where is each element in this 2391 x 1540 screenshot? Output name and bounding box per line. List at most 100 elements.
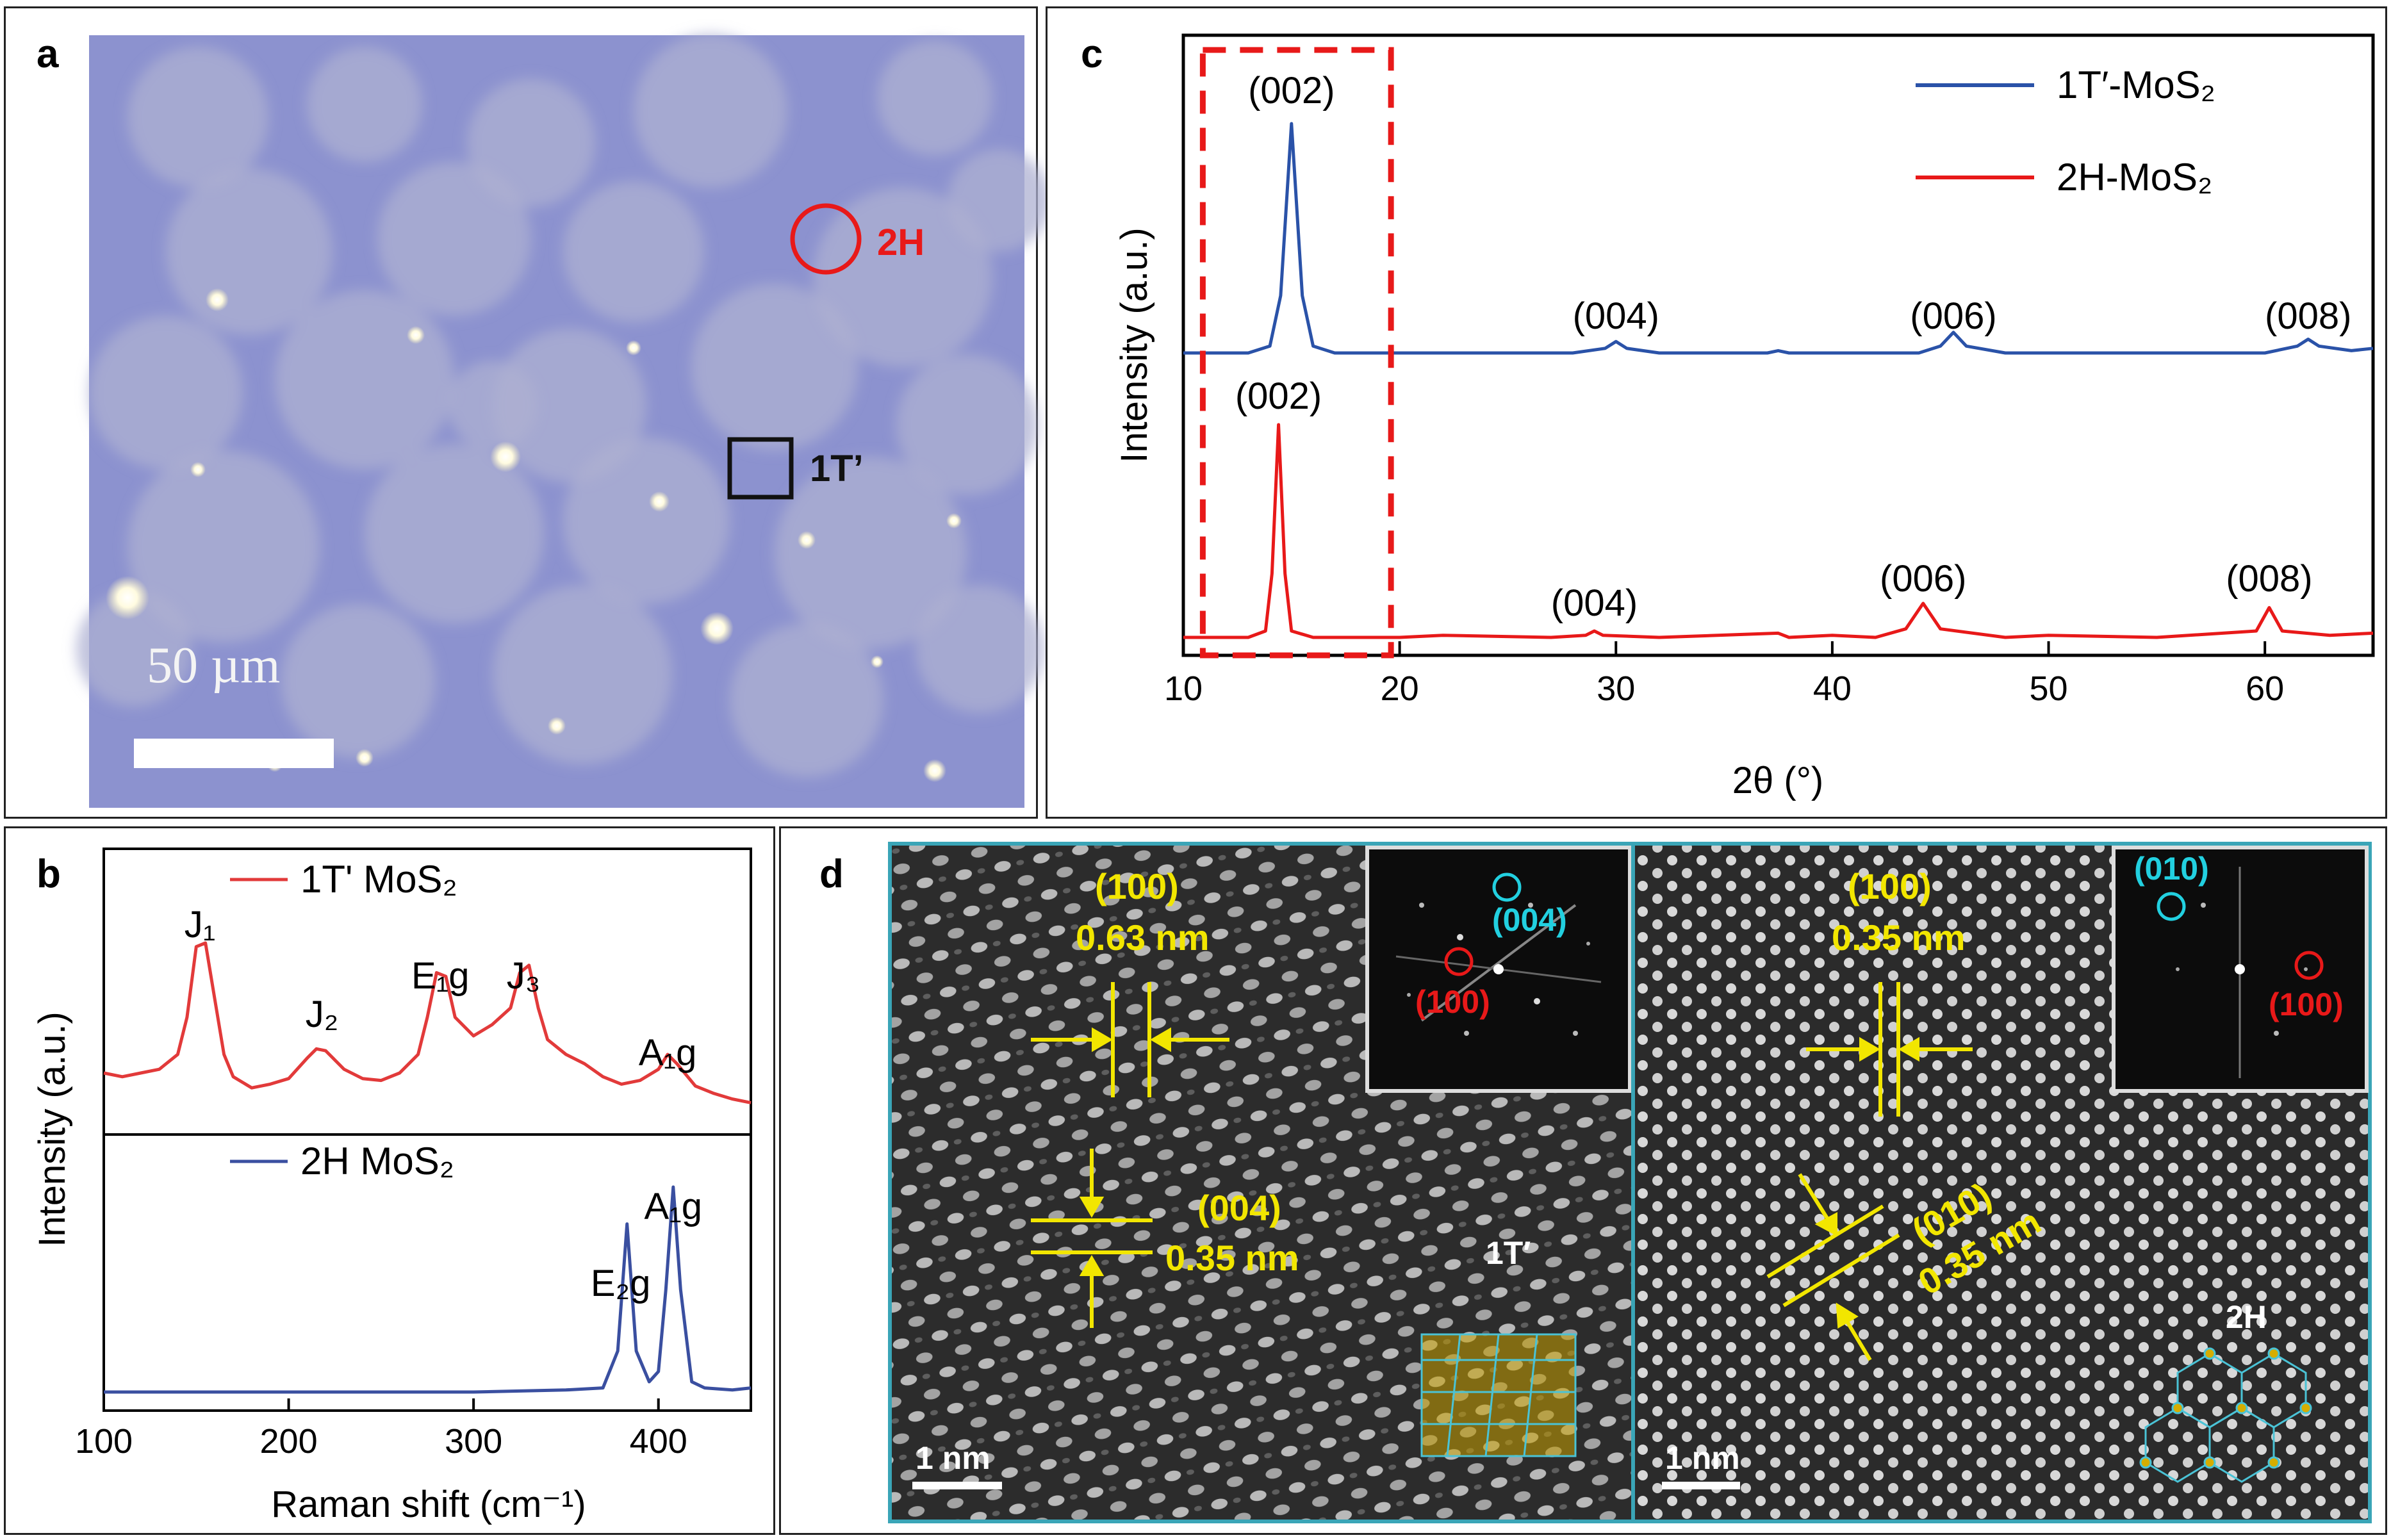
xrd-peak-label-2h: (004) (1551, 582, 1638, 624)
legend-label-1t-raman: 1T' MoS₂ (300, 858, 457, 901)
panel-c: c Intensity (a.u.) 2θ (°) 10 20 30 40 50 60 (… (1046, 6, 2387, 819)
glint-spot (407, 326, 425, 344)
glint-spot (490, 441, 521, 472)
glint-spot (106, 576, 149, 619)
flake-domain (691, 284, 858, 450)
raman-curve-1t (103, 941, 752, 1104)
raman-peak-label-2h: E₂g (591, 1263, 650, 1304)
flake-domain (275, 290, 454, 470)
raman-peak-label-1t: J₁ (185, 904, 216, 946)
glint-spot (923, 759, 946, 782)
glint-spot (190, 462, 206, 477)
fft-pattern-1t (1395, 903, 1602, 1036)
crystal-model-2h (2139, 1347, 2312, 1483)
fft-spot-label-100-left: (100) (1415, 984, 1490, 1020)
xrd-peak-label-2h: (008) (2226, 558, 2312, 600)
d-spacing-100-right: 0.35 nm (1832, 917, 1966, 958)
y-axis-label-c: Intensity (a.u.) (1113, 227, 1155, 463)
scale-bar (134, 739, 334, 768)
fft-spot-circle-100-left (1444, 947, 1474, 976)
x-tick-label-c: 40 (1813, 669, 1852, 708)
panel-d-svg: d (004) (100) (100) 0.63 nm (819, 842, 2372, 1523)
glint-spot (206, 288, 229, 311)
xrd-peak-label-2h: (006) (1880, 558, 1966, 600)
scale-bar-label: 50 µm (147, 637, 280, 694)
highlight-box-002 (1199, 47, 1394, 659)
glint-spot (871, 655, 883, 668)
panel-a: a 2H 1T’ 50 µm (4, 6, 1050, 819)
fft-spot-label-004: (004) (1492, 902, 1567, 938)
x-tick-label-c: 30 (1597, 669, 1635, 708)
y-axis-label-b: Intensity (a.u.) (31, 1012, 73, 1247)
flake-domain (775, 457, 967, 649)
xrd-peak-label-1t: (002) (1248, 70, 1335, 111)
d-spacing-004-left: 0.35 nm (1165, 1238, 1299, 1278)
glint-spot (626, 340, 641, 356)
xrd-peak-label-1t: (008) (2265, 295, 2351, 337)
region-square-1t (727, 437, 794, 500)
crystal-model-1t (1420, 1333, 1577, 1457)
legend-label-2h: 2H-MoS₂ (2057, 156, 2212, 199)
panel-d: d (004) (100) (100) 0.63 nm (779, 826, 2387, 1535)
spacing-marker-004-left (1031, 1149, 1153, 1328)
flake-domain (896, 354, 1037, 495)
fft-spot-label-100-right: (100) (2269, 987, 2344, 1022)
raman-peak-label-1t: E₁g (411, 955, 470, 997)
raman-peak-label-1t: J₂ (306, 994, 339, 1035)
panel-a-svg: a 2H 1T’ 50 µm (37, 32, 1050, 808)
raman-peak-label-2h: A₁g (645, 1186, 703, 1227)
flake-domain (76, 591, 192, 707)
plot-frame-b (103, 848, 752, 1412)
flake-domain (307, 47, 422, 162)
x-axis-label-c: 2θ (°) (1732, 760, 1823, 801)
xrd-peak-label-1t: (006) (1910, 295, 1996, 337)
spacing-marker-100-right (1806, 982, 1973, 1117)
glint-spot (649, 491, 670, 512)
flake-domain (730, 623, 883, 777)
panel-c-label: c (1081, 32, 1103, 76)
flake-domain (467, 79, 595, 207)
x-tick-label-b: 200 (260, 1422, 318, 1461)
scale-bar-right (1662, 1482, 1740, 1489)
plane-label-004-left: (004) (1197, 1188, 1281, 1228)
raman-peak-label-1t: A₁g (639, 1032, 697, 1074)
d-spacing-100-left: 0.63 nm (1076, 917, 1210, 958)
glint-spot (798, 531, 816, 549)
flake-domain (493, 329, 646, 482)
xrd-peak-label-2h: (002) (1235, 375, 1322, 417)
flake-domain (634, 34, 787, 188)
flake-domain (281, 604, 435, 758)
glint-spot (946, 513, 962, 528)
glint-spot (548, 717, 566, 735)
fft-spot-circle-004 (1492, 872, 1522, 902)
panel-a-label: a (37, 32, 59, 76)
fft-spot-circle-010 (2157, 892, 2186, 921)
x-tick-label-c: 60 (2246, 669, 2284, 708)
raman-curve-2h (104, 1185, 752, 1394)
plane-label-100-right: (100) (1848, 866, 1932, 906)
xrd-curve-1t (1183, 122, 2374, 355)
x-axis-label-b: Raman shift (cm⁻¹) (271, 1484, 586, 1525)
panel-b-label: b (37, 852, 61, 896)
scale-bar-left (912, 1482, 1002, 1489)
fft-pattern-2h (2176, 867, 2308, 1078)
spacing-marker-100-left (1031, 982, 1229, 1097)
panel-c-chart: c Intensity (a.u.) 2θ (°) 10 20 30 40 50 60 (… (1081, 32, 2375, 801)
flake-domain (127, 47, 268, 188)
xrd-peak-label-1t: (004) (1573, 295, 1659, 337)
fft-spot-label-010: (010) (2134, 851, 2209, 887)
x-tick-label-b: 300 (445, 1422, 502, 1461)
plot-frame-c (1181, 33, 2375, 657)
plane-label-100-left: (100) (1095, 866, 1179, 906)
flake-domain (916, 585, 1044, 713)
panel-b: b Intensity (a.u.) Raman shift (cm⁻¹) 10… (4, 826, 775, 1535)
region-label-1t: 1T’ (810, 448, 864, 489)
x-tick-label-c: 50 (2030, 669, 2068, 708)
legend-label-1t: 1T′-MoS₂ (2057, 63, 2215, 106)
flake-domain (166, 168, 333, 335)
region-circle-2h (790, 203, 862, 275)
flake-domain (448, 361, 538, 450)
x-tick-label-c: 20 (1381, 669, 1419, 708)
flake-domain (563, 438, 730, 604)
flake-domain (877, 40, 992, 156)
